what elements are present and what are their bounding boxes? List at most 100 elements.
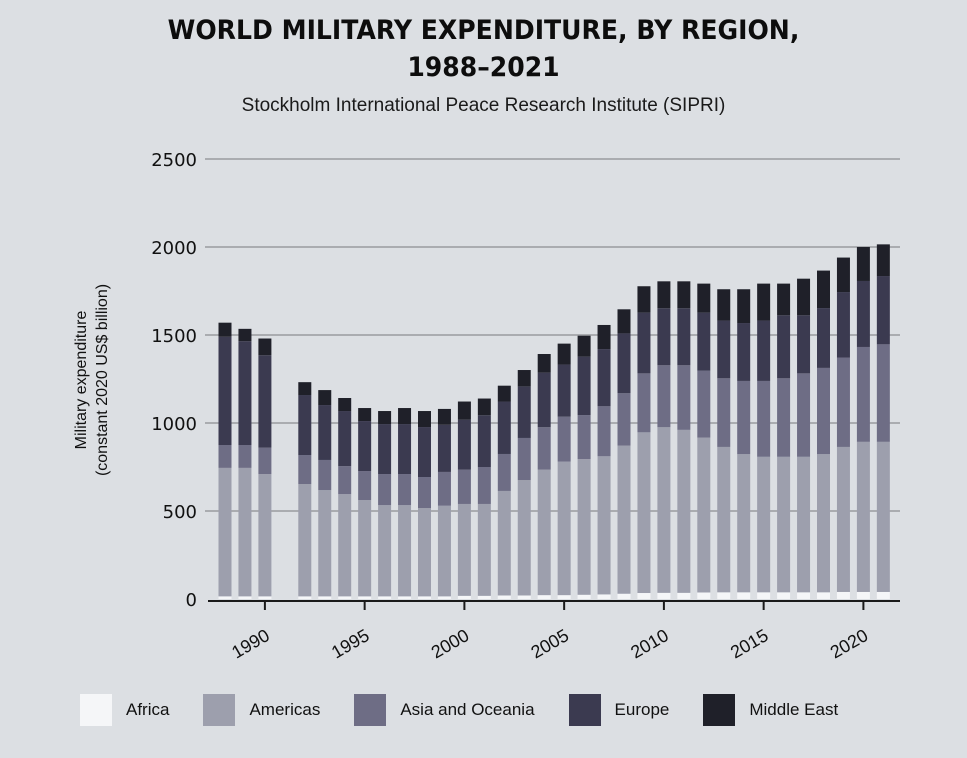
bar-segment-middle-east bbox=[418, 411, 431, 428]
bar-segment-middle-east bbox=[717, 289, 731, 321]
bar-segment-africa bbox=[477, 595, 491, 599]
axes: 1990 1995 2000 2005 2010 2015 2020 bbox=[208, 600, 900, 662]
x-tick-label: 2000 bbox=[428, 625, 473, 662]
bar-stack bbox=[318, 390, 332, 599]
bar-segment-middle-east bbox=[358, 408, 372, 422]
bar-segment-africa bbox=[218, 596, 232, 599]
bar-segment-europe bbox=[418, 427, 431, 478]
bar-segment-asia-and-oceania bbox=[338, 466, 352, 495]
bar-segment-africa bbox=[856, 591, 870, 599]
bar-segment-americas bbox=[497, 490, 511, 596]
bar-segment-middle-east bbox=[318, 390, 332, 406]
bar-segment-asia-and-oceania bbox=[497, 453, 511, 491]
bar-segment-asia-and-oceania bbox=[817, 367, 830, 455]
bar-segment-americas bbox=[398, 505, 412, 597]
bar-segment-americas bbox=[238, 467, 252, 597]
bar-segment-americas bbox=[617, 445, 631, 594]
bar-segment-europe bbox=[876, 276, 890, 345]
bar-stack bbox=[517, 370, 531, 599]
legend-item-africa: Africa bbox=[80, 694, 169, 726]
bar-segment-asia-and-oceania bbox=[557, 416, 571, 462]
bar-segment-americas bbox=[876, 441, 890, 592]
bar-segment-americas bbox=[637, 432, 651, 594]
bar-segment-europe bbox=[657, 308, 671, 366]
bar-stack bbox=[577, 335, 591, 599]
bar-segment-africa bbox=[677, 592, 691, 599]
bar-segment-europe bbox=[597, 349, 611, 407]
bar-segment-middle-east bbox=[597, 324, 611, 350]
bar-segment-europe bbox=[797, 315, 811, 374]
bar-segment-africa bbox=[258, 596, 272, 599]
bar-segment-africa bbox=[637, 593, 651, 599]
bar-segment-americas bbox=[717, 446, 731, 593]
bar-stack bbox=[657, 281, 671, 599]
x-tick-label: 2005 bbox=[527, 625, 572, 662]
y-axis-label: Military expenditure (constant 2020 US$ … bbox=[71, 284, 113, 476]
y-tick-label: 1000 bbox=[151, 414, 197, 435]
legend-label-asia-oceania: Asia and Oceania bbox=[400, 700, 535, 719]
bar-segment-africa bbox=[597, 594, 611, 599]
bar-segment-middle-east bbox=[737, 289, 751, 324]
bar-segment-africa bbox=[497, 595, 511, 599]
bar-segment-africa bbox=[657, 592, 671, 599]
bar-stack bbox=[358, 408, 372, 599]
bar-stack bbox=[298, 382, 312, 599]
bar-segment-europe bbox=[777, 315, 791, 379]
bar-segment-middle-east bbox=[557, 343, 571, 365]
bar-stack bbox=[437, 408, 451, 599]
bar-segment-europe bbox=[617, 333, 631, 394]
bar-segment-europe bbox=[318, 405, 332, 460]
bar-segment-europe bbox=[497, 401, 511, 454]
bar-segment-asia-and-oceania bbox=[457, 469, 471, 504]
bar-segment-americas bbox=[817, 454, 830, 593]
bar-stack bbox=[537, 354, 551, 599]
bar-segment-europe bbox=[557, 364, 571, 417]
bar-segment-asia-and-oceania bbox=[637, 373, 651, 433]
bar-segment-africa bbox=[378, 596, 392, 599]
bar-segment-middle-east bbox=[457, 401, 471, 420]
y-tick-label: 2000 bbox=[151, 238, 197, 259]
bar-segment-europe bbox=[537, 372, 551, 428]
bar-segment-middle-east bbox=[856, 247, 870, 281]
bar-segment-americas bbox=[358, 500, 372, 597]
bar-stack bbox=[258, 338, 272, 599]
chart-title-line1: WORLD MILITARY EXPENDITURE, BY REGION, bbox=[167, 15, 800, 46]
bar-segment-europe bbox=[836, 292, 850, 358]
bar-segment-europe bbox=[577, 356, 591, 416]
bar-segment-asia-and-oceania bbox=[537, 427, 551, 470]
bar-stack bbox=[557, 343, 571, 599]
bar-segment-americas bbox=[477, 503, 491, 596]
x-tick-label: 2010 bbox=[627, 625, 672, 662]
bar-segment-asia-and-oceania bbox=[358, 471, 372, 501]
bar-segment-americas bbox=[338, 494, 352, 597]
bar-stack bbox=[238, 328, 252, 599]
bar-segment-europe bbox=[457, 419, 471, 470]
bar-segment-middle-east bbox=[477, 398, 491, 416]
bar-segment-asia-and-oceania bbox=[697, 370, 711, 438]
bar-segment-middle-east bbox=[218, 322, 232, 337]
bar-segment-asia-and-oceania bbox=[238, 445, 252, 468]
bar-segment-africa bbox=[418, 596, 431, 599]
legend-swatch-americas bbox=[203, 694, 236, 726]
bar-segment-europe bbox=[856, 280, 870, 347]
bar-segment-europe bbox=[358, 421, 372, 472]
bar-segment-europe bbox=[398, 424, 412, 475]
bar-segment-middle-east bbox=[537, 354, 551, 373]
bar-segment-africa bbox=[817, 592, 830, 599]
legend-label-middle-east: Middle East bbox=[749, 700, 839, 719]
bar-segment-americas bbox=[757, 456, 771, 593]
legend-swatch-asia-oceania bbox=[354, 694, 387, 726]
legend-swatch-europe bbox=[568, 694, 601, 726]
x-tick-label: 2015 bbox=[727, 625, 772, 662]
bar-segment-americas bbox=[856, 441, 870, 592]
bar-segment-asia-and-oceania bbox=[318, 459, 332, 491]
bar-segment-europe bbox=[517, 386, 531, 438]
bar-segment-asia-and-oceania bbox=[677, 365, 691, 430]
bar-segment-africa bbox=[318, 596, 332, 599]
bar-segment-asia-and-oceania bbox=[717, 378, 731, 447]
bar-segment-asia-and-oceania bbox=[876, 344, 890, 442]
bar-segment-americas bbox=[836, 446, 850, 592]
bar-segment-africa bbox=[457, 595, 471, 599]
bar-stack bbox=[497, 385, 511, 599]
bar-segment-africa bbox=[398, 596, 412, 599]
